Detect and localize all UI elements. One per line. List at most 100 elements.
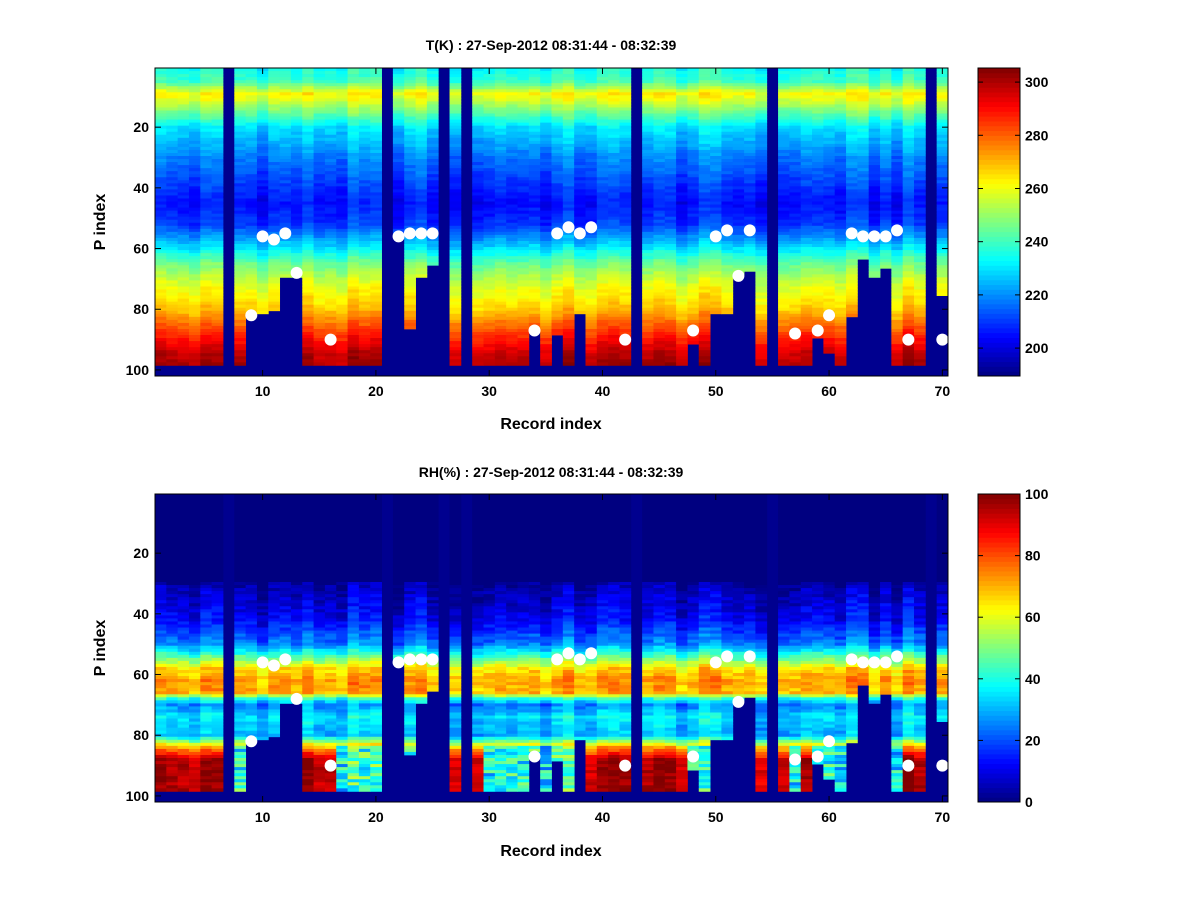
heatmap-cell [324,310,337,315]
heatmap-cell [268,143,281,148]
heatmap-cell [177,83,190,87]
heatmap-cell [313,240,326,245]
heatmap-cell [823,107,836,111]
heatmap-cell [721,271,734,275]
heatmap-cell [698,335,711,339]
heatmap-cell [234,335,247,339]
heatmap-cell [755,237,768,242]
heatmap-cell [211,192,224,196]
heatmap-cell [177,177,190,181]
heatmap-cell [517,319,530,324]
heatmap-cell [551,159,564,163]
heatmap-cell [245,92,258,96]
heatmap-cell [506,332,518,336]
heatmap-cell [732,110,745,114]
heatmap-cell [800,265,813,269]
heatmap-cell [619,101,632,105]
heatmap-cell [336,77,348,81]
heatmap-cell [494,165,507,169]
heatmap-cell [664,271,677,275]
heatmap-cell [676,265,688,269]
heatmap-cell [834,307,847,312]
heatmap-cell [177,313,190,318]
heatmap-cell [619,356,632,360]
heatmap-cell [494,92,507,96]
heatmap-cell [596,113,609,117]
heatmap-cell [710,77,722,81]
heatmap-cell [676,116,688,120]
heatmap-cell [676,107,688,111]
heatmap-cell [551,301,564,306]
heatmap-cell [755,174,768,178]
heatmap-cell [834,98,847,102]
heatmap-cell [234,113,247,117]
heatmap-cell [732,101,745,105]
heatmap-cell [653,277,666,281]
heatmap-cell [755,307,768,312]
heatmap-cell [744,122,756,127]
heatmap-cell [676,122,688,127]
heatmap-cell [313,313,326,318]
heatmap-cell [528,125,541,130]
heatmap-cell [574,168,586,172]
heatmap-cell [596,265,609,269]
heatmap-cell [256,292,269,296]
heatmap-cell [177,256,190,260]
heatmap-cell [347,344,360,348]
heatmap-cell [155,338,167,342]
heatmap-cell [664,168,677,172]
heatmap-cell [653,122,666,127]
heatmap-cell [472,268,484,272]
heatmap-cell [574,280,586,284]
heatmap-cell [200,159,213,163]
heatmap-cell [517,146,530,151]
heatmap-cell [211,313,224,318]
heatmap-cell [687,122,700,127]
heatmap-cell [528,86,541,90]
heatmap-cell [188,134,201,139]
heatmap-cell [698,295,711,300]
heatmap-cell [483,77,496,81]
heatmap-cell [302,177,314,181]
heatmap-cell [155,86,167,90]
heatmap-cell [324,86,337,90]
heatmap-cell [551,146,564,151]
heatmap-cell [234,165,247,169]
heatmap-cell [687,338,700,342]
heatmap-cell [245,171,258,175]
heatmap-cell [596,198,609,202]
heatmap-cell [234,146,247,151]
heatmap-cell [528,186,541,190]
heatmap-cell [812,77,824,81]
heatmap-cell [426,134,439,139]
heatmap-cell [517,240,530,245]
heatmap-cell [551,149,564,154]
heatmap-cell [494,359,507,363]
heatmap-cell [755,113,768,117]
heatmap-cell [834,171,847,175]
heatmap-cell [778,186,790,190]
heatmap-cell [823,277,836,281]
heatmap-cell [279,247,292,251]
heatmap-cell [188,353,201,357]
heatmap-cell [211,350,224,354]
heatmap-cell [608,286,620,290]
heatmap-cell [188,156,201,160]
heatmap-cell [562,301,575,306]
heatmap-cell [404,292,416,296]
heatmap-cell [234,332,247,336]
heatmap-cell [155,128,167,133]
heatmap-cell [608,159,620,163]
heatmap-cell [619,74,632,78]
heatmap-cell [528,149,541,154]
heatmap-cell [653,107,666,111]
heatmap-cell [789,137,802,142]
heatmap-cell [313,189,326,193]
heatmap-cell [834,253,847,257]
heatmap-cell [664,280,677,284]
heatmap-cell [472,119,484,124]
heatmap-cell [177,344,190,348]
heatmap-cell [313,295,326,300]
heatmap-cell [823,137,836,142]
heatmap-cell [494,143,507,148]
